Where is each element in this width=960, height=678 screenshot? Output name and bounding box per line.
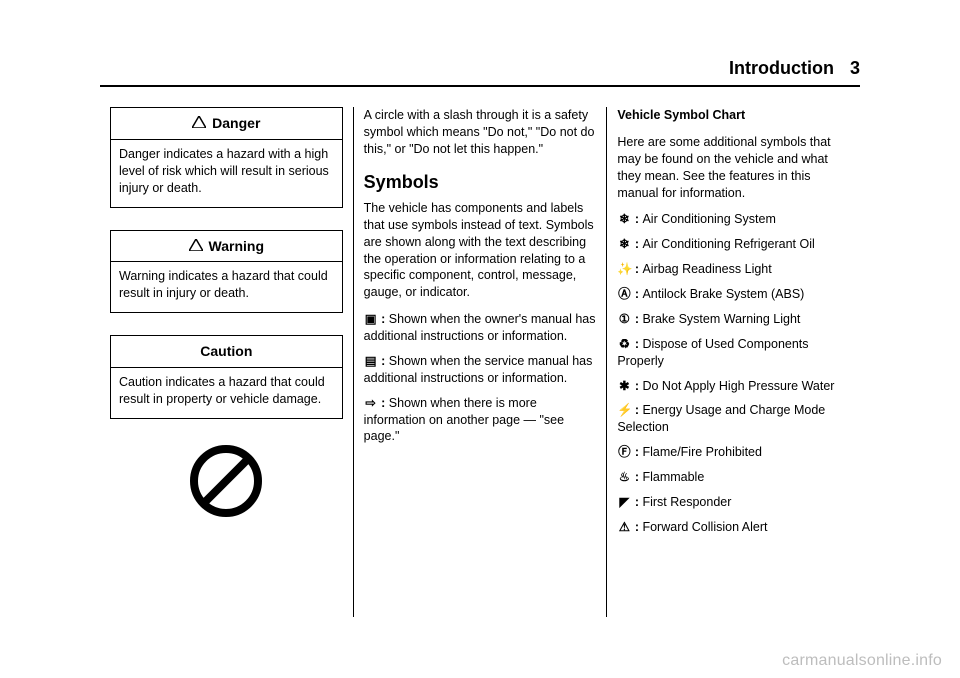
symbol-text: Antilock Brake System (ABS): [642, 287, 804, 301]
symbol-item: ✱ : Do Not Apply High Pressure Water: [617, 378, 850, 395]
warning-body: Warning indicates a hazard that could re…: [111, 262, 342, 312]
header-section: Introduction: [729, 58, 834, 78]
symbol-item: ✨ : Airbag Readiness Light: [617, 261, 850, 278]
caution-callout: Caution Caution indicates a hazard that …: [110, 335, 343, 419]
header-page-number: 3: [850, 58, 860, 78]
flame-prohibited-icon: Ⓕ: [617, 444, 631, 461]
watermark-text: carmanualsonline.info: [782, 652, 942, 670]
symbol-item: ① : Brake System Warning Light: [617, 311, 850, 328]
triangle-warning-icon: [192, 115, 210, 131]
symbol-text: Flammable: [642, 470, 704, 484]
see-page-icon: ⇨: [364, 395, 378, 412]
symbol-item: ▤ : Shown when the service manual has ad…: [364, 353, 597, 387]
content-columns: Danger Danger indicates a hazard with a …: [100, 107, 860, 617]
service-manual-icon: ▤: [364, 353, 378, 370]
manual-page: Introduction 3 Danger Danger indicates a …: [100, 58, 860, 628]
ac-refrigerant-icon: ❄: [617, 236, 631, 253]
column-1: Danger Danger indicates a hazard with a …: [100, 107, 353, 617]
symbol-item: ❄ : Air Conditioning Refrigerant Oil: [617, 236, 850, 253]
symbol-text: Air Conditioning Refrigerant Oil: [642, 237, 814, 251]
dispose-icon: ♻: [617, 336, 631, 353]
symbols-para: The vehicle has components and labels th…: [364, 200, 597, 301]
symbol-item: ◤ : First Responder: [617, 494, 850, 511]
symbol-text: Brake System Warning Light: [642, 312, 800, 326]
airbag-icon: ✨: [617, 261, 631, 278]
brake-warning-icon: ①: [617, 311, 631, 328]
prohibit-icon: [186, 441, 266, 521]
symbol-text: Energy Usage and Charge Mode Selection: [617, 403, 825, 434]
danger-heading: Danger: [111, 108, 342, 140]
symbol-item: ♻ : Dispose of Used Components Properly: [617, 336, 850, 370]
symbol-item: ⚠ : Forward Collision Alert: [617, 519, 850, 536]
symbol-text: Shown when the owner's manual has additi…: [364, 312, 596, 343]
symbol-text: Do Not Apply High Pressure Water: [642, 379, 834, 393]
column-3: Vehicle Symbol Chart Here are some addit…: [606, 107, 860, 617]
warning-callout: Warning Warning indicates a hazard that …: [110, 230, 343, 314]
symbol-item: ❄ : Air Conditioning System: [617, 211, 850, 228]
slash-para: A circle with a slash through it is a sa…: [364, 107, 597, 158]
danger-title: Danger: [212, 115, 260, 131]
caution-heading: Caution: [111, 336, 342, 368]
symbol-item: ⇨ : Shown when there is more information…: [364, 395, 597, 446]
symbol-text: Shown when there is more information on …: [364, 396, 564, 444]
page-header: Introduction 3: [100, 58, 860, 87]
vehicle-symbol-chart-heading: Vehicle Symbol Chart: [617, 107, 850, 124]
symbol-item: Ⓕ : Flame/Fire Prohibited: [617, 444, 850, 461]
symbol-text: Air Conditioning System: [642, 212, 775, 226]
caution-body: Caution indicates a hazard that could re…: [111, 368, 342, 418]
triangle-warning-icon: [189, 238, 207, 254]
energy-usage-icon: ⚡: [617, 402, 631, 419]
symbol-text: First Responder: [642, 495, 731, 509]
abs-icon: Ⓐ: [617, 286, 631, 303]
symbols-heading: Symbols: [364, 170, 597, 194]
symbol-text: Flame/Fire Prohibited: [642, 445, 762, 459]
warning-heading: Warning: [111, 231, 342, 263]
symbol-item: Ⓐ : Antilock Brake System (ABS): [617, 286, 850, 303]
first-responder-icon: ◤: [617, 494, 631, 511]
ac-system-icon: ❄: [617, 211, 631, 228]
danger-body: Danger indicates a hazard with a high le…: [111, 140, 342, 207]
caution-title: Caution: [200, 343, 252, 359]
symbol-text: Airbag Readiness Light: [642, 262, 771, 276]
danger-callout: Danger Danger indicates a hazard with a …: [110, 107, 343, 208]
symbol-text: Forward Collision Alert: [642, 520, 767, 534]
vehicle-symbol-chart-para: Here are some additional symbols that ma…: [617, 134, 850, 202]
warning-title: Warning: [209, 238, 264, 254]
header-title: Introduction 3: [729, 58, 860, 78]
flammable-icon: ♨: [617, 469, 631, 486]
symbol-item: ♨ : Flammable: [617, 469, 850, 486]
symbol-text: Dispose of Used Components Properly: [617, 337, 808, 368]
owners-manual-icon: ▣: [364, 311, 378, 328]
symbol-item: ⚡ : Energy Usage and Charge Mode Selecti…: [617, 402, 850, 436]
column-2: A circle with a slash through it is a sa…: [353, 107, 607, 617]
fwd-collision-icon: ⚠: [617, 519, 631, 536]
symbol-text: Shown when the service manual has additi…: [364, 354, 593, 385]
symbol-item: ▣ : Shown when the owner's manual has ad…: [364, 311, 597, 345]
no-pressure-water-icon: ✱: [617, 378, 631, 395]
